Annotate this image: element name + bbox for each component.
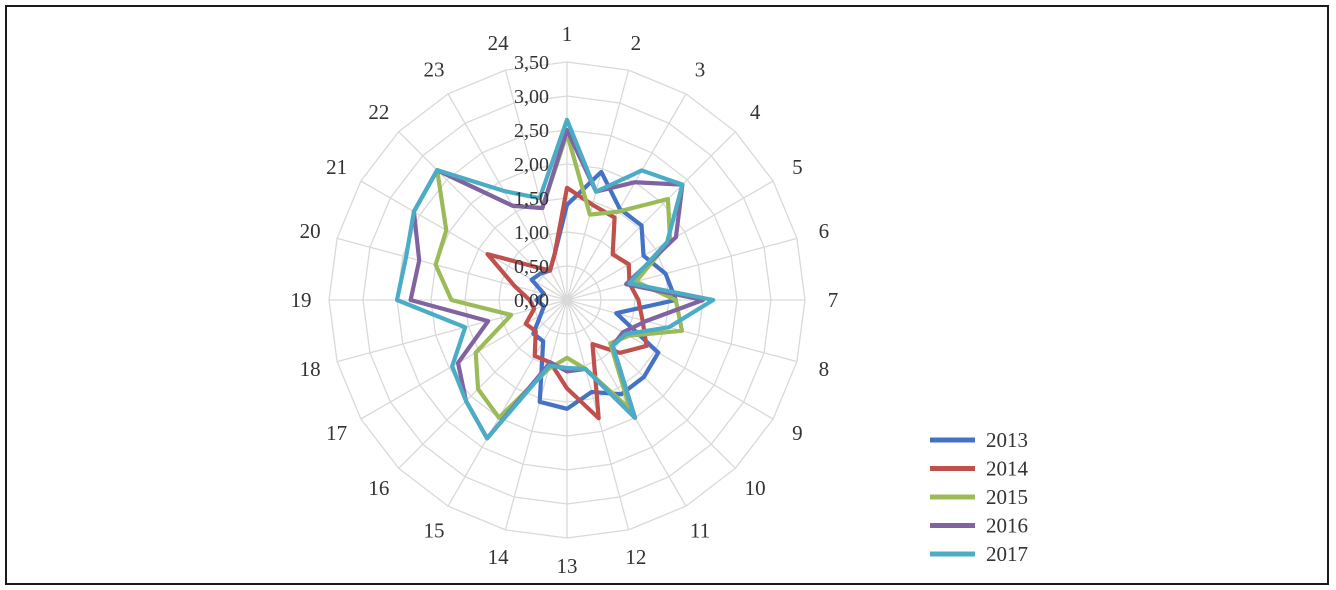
spoke-line bbox=[566, 93, 687, 301]
legend-label: 2013 bbox=[986, 428, 1028, 452]
category-label: 1 bbox=[562, 22, 573, 46]
category-label: 2 bbox=[631, 31, 642, 55]
tick-label: 0,00 bbox=[514, 290, 549, 312]
category-label: 5 bbox=[792, 155, 803, 179]
category-label: 7 bbox=[828, 288, 839, 312]
spoke-line bbox=[336, 237, 568, 301]
legend-label: 2015 bbox=[986, 485, 1028, 509]
spoke-line bbox=[336, 299, 568, 363]
category-label: 12 bbox=[625, 545, 646, 569]
spoke-line bbox=[447, 299, 568, 507]
tick-label: 3,00 bbox=[514, 86, 549, 108]
category-label: 10 bbox=[745, 476, 766, 500]
category-label: 9 bbox=[792, 421, 803, 445]
spoke-line bbox=[566, 237, 798, 301]
spoke-line bbox=[360, 299, 568, 420]
spoke-line bbox=[447, 93, 568, 301]
category-label: 17 bbox=[326, 421, 347, 445]
tick-label: 1,50 bbox=[514, 188, 549, 210]
category-label: 20 bbox=[300, 219, 321, 243]
spoke-line bbox=[566, 299, 774, 420]
category-label: 22 bbox=[368, 100, 389, 124]
spoke-line bbox=[566, 69, 630, 301]
spoke-line bbox=[566, 131, 736, 301]
category-label: 23 bbox=[424, 58, 445, 82]
category-label: 15 bbox=[424, 518, 445, 542]
spoke-line bbox=[504, 69, 568, 301]
category-label: 16 bbox=[368, 476, 389, 500]
tick-label: 2,00 bbox=[514, 154, 549, 176]
category-label: 24 bbox=[488, 31, 510, 55]
category-label: 14 bbox=[488, 545, 510, 569]
category-label: 6 bbox=[819, 219, 830, 243]
series-line-2013 bbox=[529, 169, 678, 411]
spoke-line bbox=[398, 131, 568, 301]
tick-label: 0,50 bbox=[514, 256, 549, 278]
radial-tick-labels: 0,00 0,50 1,00 1,50 2,00 2,50 3,00 3,50 bbox=[514, 52, 549, 312]
radar-series bbox=[394, 117, 716, 441]
tick-label: 1,00 bbox=[514, 222, 549, 244]
spoke-line bbox=[566, 299, 736, 469]
category-label: 13 bbox=[557, 554, 578, 578]
series-line-2017 bbox=[394, 117, 716, 441]
category-label: 4 bbox=[750, 100, 761, 124]
legend: 2013 2014 2015 2016 2017 bbox=[930, 428, 1029, 566]
series-line-2014 bbox=[485, 185, 649, 421]
tick-label: 2,50 bbox=[514, 120, 549, 142]
tick-label: 3,50 bbox=[514, 52, 549, 74]
category-label: 19 bbox=[291, 288, 312, 312]
category-label: 3 bbox=[695, 58, 706, 82]
spoke-line bbox=[398, 299, 568, 469]
category-label: 8 bbox=[819, 357, 830, 381]
category-label: 21 bbox=[326, 155, 347, 179]
category-label: 18 bbox=[300, 357, 321, 381]
legend-label: 2014 bbox=[986, 457, 1029, 481]
legend-label: 2017 bbox=[986, 542, 1028, 566]
category-label: 11 bbox=[690, 518, 710, 542]
legend-label: 2016 bbox=[986, 514, 1028, 538]
spoke-line bbox=[504, 299, 568, 531]
